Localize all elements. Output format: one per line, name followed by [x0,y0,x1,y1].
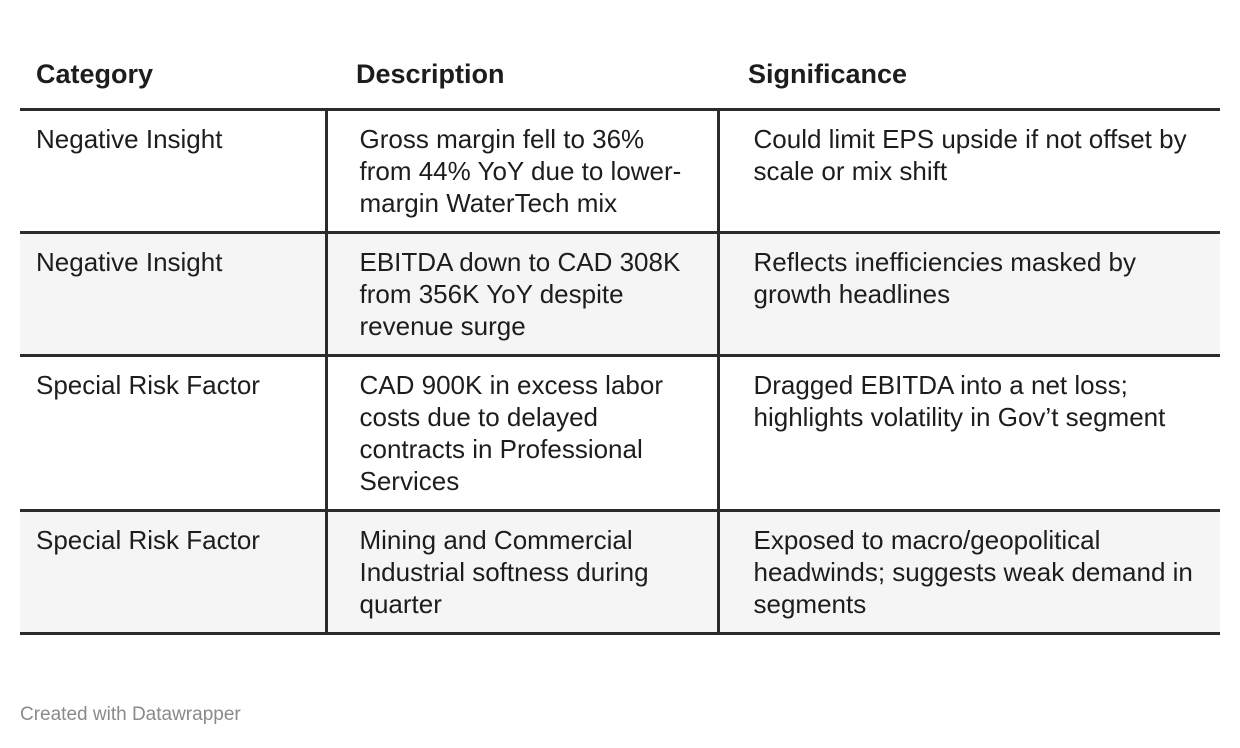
cell-description: Gross margin fell to 36% from 44% YoY du… [324,109,720,234]
cell-category: Special Risk Factor [20,510,326,635]
table-row: Negative Insight Gross margin fell to 36… [20,109,1220,234]
cell-category: Special Risk Factor [20,355,326,512]
table-row: Special Risk Factor Mining and Commercia… [20,510,1220,635]
cell-significance: Could limit EPS upside if not offset by … [718,109,1220,234]
table-row: Negative Insight EBITDA down to CAD 308K… [20,232,1220,357]
cell-significance: Exposed to macro/geopolitical headwinds;… [718,510,1220,635]
cell-description: CAD 900K in excess labor costs due to de… [324,355,720,512]
data-table: Category Description Significance Negati… [20,50,1220,635]
table-row: Special Risk Factor CAD 900K in excess l… [20,355,1220,512]
data-table-container: Category Description Significance Negati… [20,50,1220,635]
header-row: Category Description Significance [20,50,1220,111]
cell-description: EBITDA down to CAD 308K from 356K YoY de… [324,232,720,357]
column-header-significance[interactable]: Significance [718,50,1220,111]
table-header: Category Description Significance [20,50,1220,111]
cell-category: Negative Insight [20,232,326,357]
cell-description: Mining and Commercial Industrial softnes… [324,510,720,635]
table-body: Negative Insight Gross margin fell to 36… [20,109,1220,635]
cell-category: Negative Insight [20,109,326,234]
cell-significance: Dragged EBITDA into a net loss; highligh… [718,355,1220,512]
cell-significance: Reflects inefficiencies masked by growth… [718,232,1220,357]
column-header-description[interactable]: Description [326,50,718,111]
datawrapper-credit[interactable]: Created with Datawrapper [20,704,241,725]
column-header-category[interactable]: Category [20,50,326,111]
